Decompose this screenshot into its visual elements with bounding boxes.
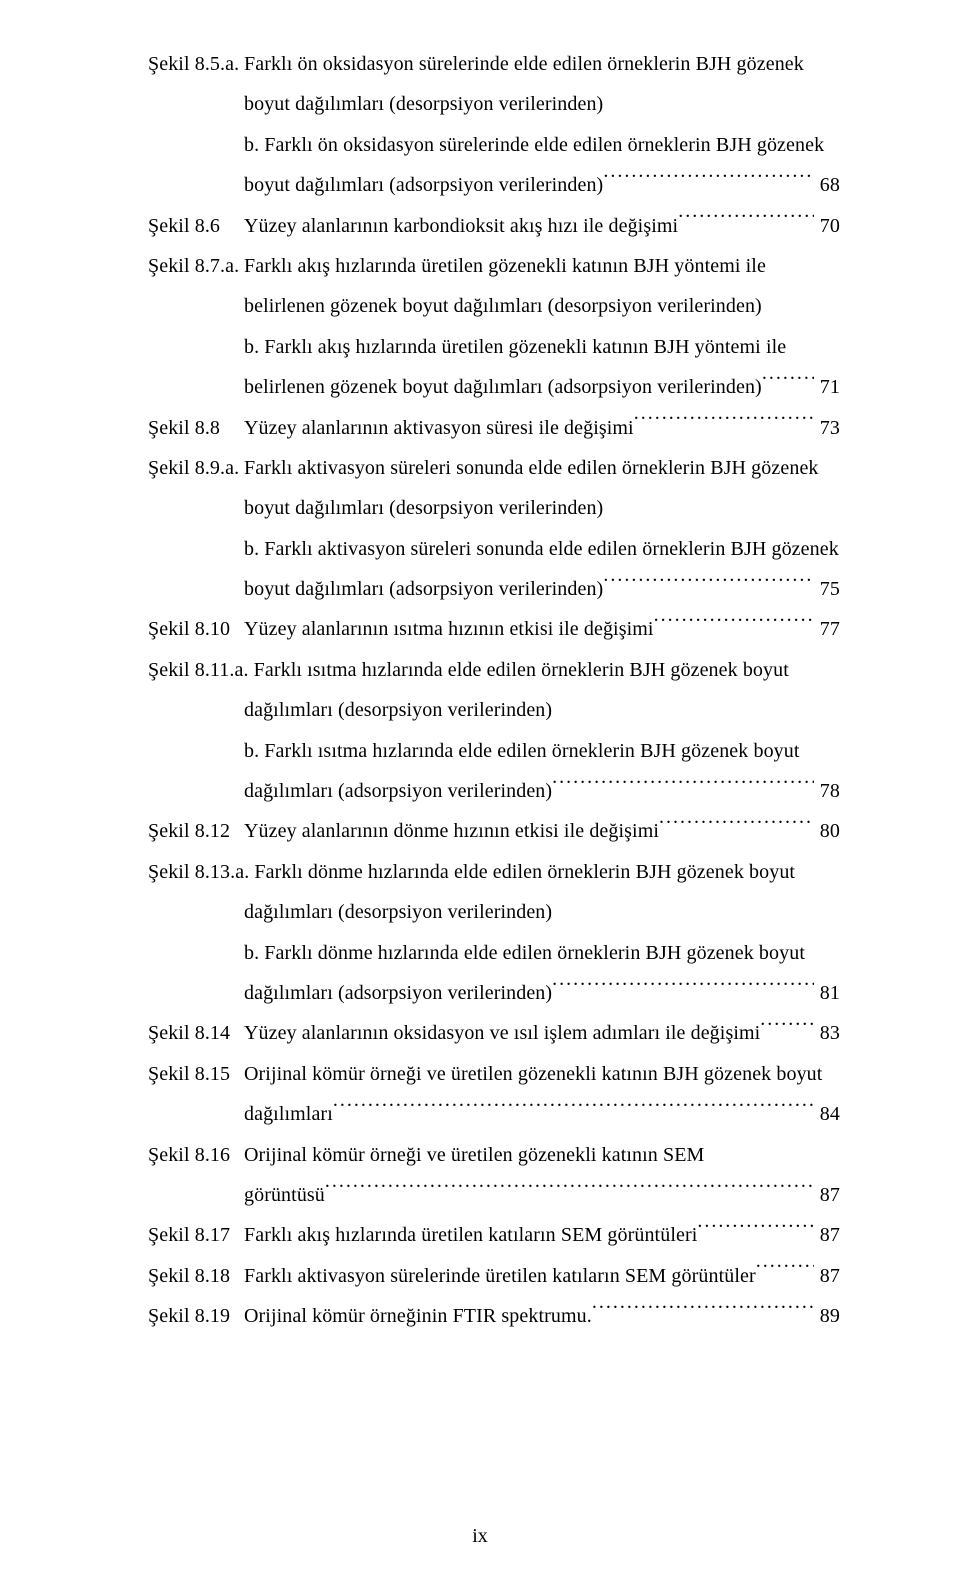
- page-number: 87: [814, 1175, 840, 1215]
- page-number: 89: [814, 1296, 840, 1336]
- entry-continuation: dağılımları: [244, 1094, 333, 1134]
- entry-b-continuation: belirlenen gözenek boyut dağılımları (ad…: [244, 367, 762, 407]
- figure-label: Şekil 8.17: [148, 1215, 244, 1255]
- entry-text: Yüzey alanlarının oksidasyon ve ısıl işl…: [244, 1013, 760, 1053]
- dot-leader: [678, 212, 814, 232]
- toc-entry: Şekil 8.18 Farklı aktivasyon sürelerinde…: [148, 1256, 840, 1296]
- entry-continuation: belirlenen gözenek boyut dağılımları (de…: [148, 286, 840, 326]
- toc-entry: Şekil 8.17 Farklı akış hızlarında üretil…: [148, 1215, 840, 1255]
- entry-text: Orijinal kömür örneği ve üretilen gözene…: [244, 1054, 840, 1094]
- toc-entry: Şekil 8.12 Yüzey alanlarının dönme hızın…: [148, 811, 840, 851]
- dot-leader: [552, 777, 814, 797]
- dot-leader: [325, 1181, 814, 1201]
- page-number: 81: [814, 973, 840, 1013]
- dot-leader: [756, 1262, 814, 1282]
- entry-continuation: dağılımları (desorpsiyon verilerinden): [148, 892, 840, 932]
- entry-text: Farklı aktivasyon sürelerinde üretilen k…: [244, 1256, 756, 1296]
- figure-label: Şekil 8.18: [148, 1256, 244, 1296]
- dot-leader: [697, 1221, 813, 1241]
- page-number: 71: [814, 367, 840, 407]
- figure-label: Şekil 8.10: [148, 609, 244, 649]
- figure-label: Şekil 8.19: [148, 1296, 244, 1336]
- entry-b-continuation: boyut dağılımları (adsorpsiyon verilerin…: [244, 165, 603, 205]
- entry-continuation: boyut dağılımları (desorpsiyon verilerin…: [148, 488, 840, 528]
- entry-text: Yüzey alanlarının dönme hızının etkisi i…: [244, 811, 659, 851]
- toc-entry: Şekil 8.13.a. Farklı dönme hızlarında el…: [148, 852, 840, 1014]
- dot-leader: [552, 979, 814, 999]
- dot-leader: [333, 1100, 814, 1120]
- figure-label: Şekil 8.7.a.: [148, 246, 244, 286]
- page-number: 75: [814, 569, 840, 609]
- figure-label: Şekil 8.12: [148, 811, 244, 851]
- page-number: 84: [814, 1094, 840, 1134]
- page-container: Şekil 8.5.a. Farklı ön oksidasyon sürele…: [0, 0, 960, 1578]
- dot-leader: [592, 1302, 814, 1322]
- figure-label: Şekil 8.6: [148, 206, 244, 246]
- figure-label: Şekil 8.9.a.: [148, 448, 244, 488]
- entry-text: Orijinal kömür örneği ve üretilen gözene…: [244, 1135, 840, 1175]
- entry-b-line: b. Farklı dönme hızlarında elde edilen ö…: [148, 933, 840, 973]
- toc-entry: Şekil 8.8 Yüzey alanlarının aktivasyon s…: [148, 408, 840, 448]
- entry-text: Şekil 8.11.a. Farklı ısıtma hızlarında e…: [148, 650, 840, 690]
- dot-leader: [603, 171, 813, 191]
- entry-continuation: görüntüsü: [244, 1175, 325, 1215]
- toc-entry: Şekil 8.14 Yüzey alanlarının oksidasyon …: [148, 1013, 840, 1053]
- figure-label: Şekil 8.5.a.: [148, 44, 244, 84]
- page-number: 83: [814, 1013, 840, 1053]
- entry-b-continuation: dağılımları (adsorpsiyon verilerinden): [244, 771, 552, 811]
- page-footer: ix: [0, 1525, 960, 1548]
- page-number: 78: [814, 771, 840, 811]
- entry-b-continuation: boyut dağılımları (adsorpsiyon verilerin…: [244, 569, 603, 609]
- entry-b-line: b. Farklı ısıtma hızlarında elde edilen …: [148, 731, 840, 771]
- entry-text: Yüzey alanlarının ısıtma hızının etkisi …: [244, 609, 654, 649]
- entry-text: Farklı aktivasyon süreleri sonunda elde …: [244, 448, 840, 488]
- dot-leader: [762, 373, 814, 393]
- toc-entry: Şekil 8.7.a. Farklı akış hızlarında üret…: [148, 246, 840, 408]
- entry-b-line: b. Farklı aktivasyon süreleri sonunda el…: [148, 529, 840, 569]
- page-number: 87: [814, 1256, 840, 1296]
- page-number: 68: [814, 165, 840, 205]
- figure-label: Şekil 8.14: [148, 1013, 244, 1053]
- entry-b-continuation: dağılımları (adsorpsiyon verilerinden): [244, 973, 552, 1013]
- entry-text: Farklı akış hızlarında üretilen gözenekl…: [244, 246, 840, 286]
- page-number: 87: [814, 1215, 840, 1255]
- toc-entry: Şekil 8.6 Yüzey alanlarının karbondioksi…: [148, 206, 840, 246]
- page-number: 77: [814, 609, 840, 649]
- figure-label: Şekil 8.15: [148, 1054, 244, 1094]
- toc-entry: Şekil 8.9.a. Farklı aktivasyon süreleri …: [148, 448, 840, 610]
- entry-text: Yüzey alanlarının aktivasyon süresi ile …: [244, 408, 634, 448]
- page-number: 73: [814, 408, 840, 448]
- figure-label: Şekil 8.16: [148, 1135, 244, 1175]
- toc-entry: Şekil 8.16 Orijinal kömür örneği ve üret…: [148, 1135, 840, 1216]
- page-number: 80: [814, 811, 840, 851]
- dot-leader: [654, 615, 814, 635]
- entry-text: Farklı akış hızlarında üretilen katıları…: [244, 1215, 697, 1255]
- dot-leader: [634, 414, 814, 434]
- toc-entry: Şekil 8.15 Orijinal kömür örneği ve üret…: [148, 1054, 840, 1135]
- toc-entry: Şekil 8.10 Yüzey alanlarının ısıtma hızı…: [148, 609, 840, 649]
- figure-label: Şekil 8.8: [148, 408, 244, 448]
- entry-continuation: dağılımları (desorpsiyon verilerinden): [148, 690, 840, 730]
- entry-text: Orijinal kömür örneğinin FTIR spektrumu.: [244, 1296, 592, 1336]
- entry-text: Farklı ön oksidasyon sürelerinde elde ed…: [244, 44, 840, 84]
- entry-b-line: b. Farklı akış hızlarında üretilen gözen…: [148, 327, 840, 367]
- toc-entry: Şekil 8.11.a. Farklı ısıtma hızlarında e…: [148, 650, 840, 812]
- toc-entry: Şekil 8.5.a. Farklı ön oksidasyon sürele…: [148, 44, 840, 206]
- entry-b-line: b. Farklı ön oksidasyon sürelerinde elde…: [148, 125, 840, 165]
- entry-text: Şekil 8.13.a. Farklı dönme hızlarında el…: [148, 852, 840, 892]
- page-number: 70: [814, 206, 840, 246]
- dot-leader: [659, 817, 814, 837]
- toc-entry: Şekil 8.19 Orijinal kömür örneğinin FTIR…: [148, 1296, 840, 1336]
- dot-leader: [760, 1019, 814, 1039]
- entry-continuation: boyut dağılımları (desorpsiyon verilerin…: [148, 84, 840, 124]
- entry-text: Yüzey alanlarının karbondioksit akış hız…: [244, 206, 678, 246]
- dot-leader: [603, 575, 813, 595]
